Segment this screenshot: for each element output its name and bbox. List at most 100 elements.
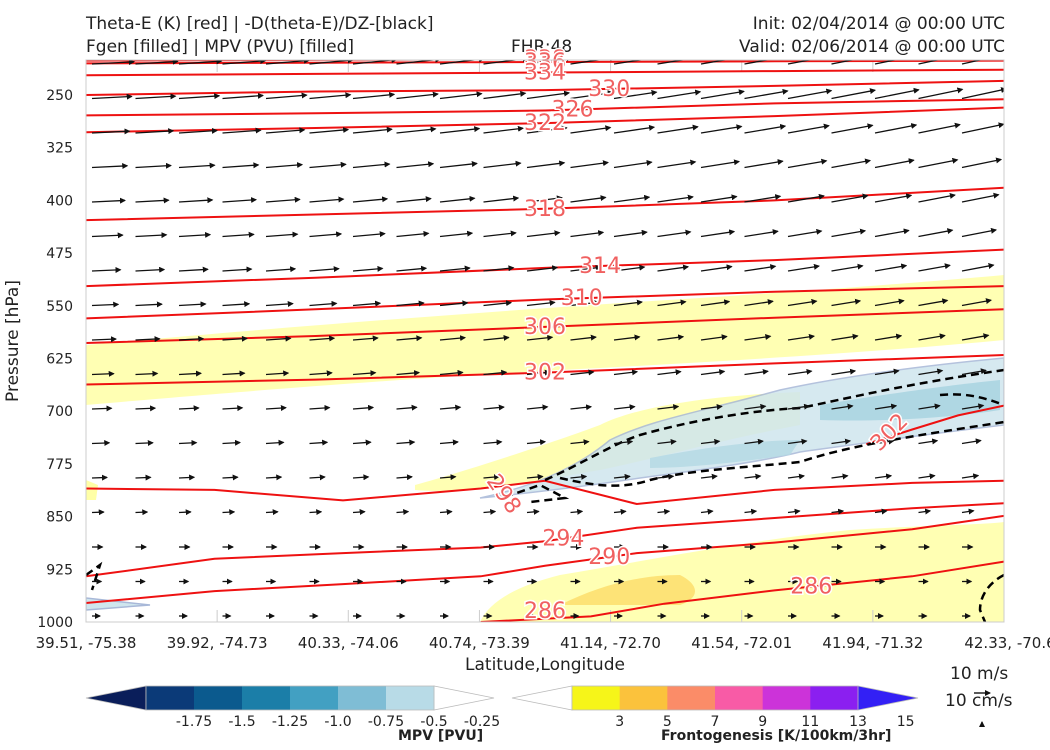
wind-vector	[918, 263, 951, 272]
wind-vector	[787, 473, 805, 480]
wind-vector	[135, 405, 157, 412]
colorbar-tick-label: -0.25	[464, 714, 500, 730]
wind-vector	[874, 158, 915, 169]
wind-vector	[787, 193, 825, 203]
theta-e-label: 310	[561, 286, 603, 311]
wind-vector	[570, 334, 597, 341]
wind-vector	[526, 60, 573, 65]
wind-vector	[831, 158, 872, 169]
wind-vector	[918, 333, 946, 341]
wind-vector	[613, 264, 646, 272]
wind-vector	[265, 405, 287, 412]
wind-vector	[135, 232, 168, 239]
theta-e-label: 286	[524, 599, 566, 624]
theta-e-label: 286	[790, 575, 832, 600]
dashed-contour-5	[86, 561, 103, 591]
wind-vector	[570, 404, 593, 411]
wind-vector	[831, 193, 869, 203]
wind-vector	[352, 404, 375, 411]
wind-vector	[439, 126, 481, 134]
wind-scale-arrows	[974, 690, 991, 727]
wind-vector	[178, 474, 196, 481]
wind-vector	[657, 299, 687, 307]
wind-vector	[135, 474, 152, 481]
wind-vector	[396, 439, 416, 446]
colorbar-tick-label: 11	[801, 714, 819, 730]
wind-vector	[787, 298, 818, 307]
theta-e-contour-302	[865, 404, 1004, 446]
wind-vector	[396, 509, 410, 515]
wind-vector	[439, 160, 478, 169]
wind-vector	[1006, 265, 1038, 271]
wind-vector	[874, 228, 910, 238]
wind-vector	[570, 369, 595, 376]
title-line-1: Theta-E (K) [red] | -D(theta-E)/DZ-[blac…	[86, 14, 434, 34]
wind-vector	[787, 60, 813, 65]
wind-vector	[700, 299, 731, 307]
y-axis-ticks: 250 325 400 475 550 625 700 775 850 925 1000	[37, 88, 73, 631]
wind-vector	[439, 91, 483, 100]
wind-vector	[222, 197, 258, 204]
dthetae-dz-contours	[86, 368, 1004, 622]
wind-vector	[700, 369, 726, 376]
colorbar-swatch	[242, 686, 291, 710]
wind-vector	[874, 87, 920, 100]
wind-vector	[526, 369, 551, 376]
wind-vector	[613, 404, 636, 411]
wind-vector	[91, 370, 115, 377]
wind-vector	[222, 266, 253, 273]
wind-vector	[309, 370, 333, 377]
wind-vector	[918, 403, 941, 410]
wind-vector	[570, 508, 584, 515]
y-tick-label: 550	[46, 299, 73, 315]
wind-vector	[874, 193, 913, 203]
wind-vector	[135, 336, 161, 343]
x-tick-label: 40.33, -74.06	[298, 634, 399, 652]
y-tick-label: 925	[46, 562, 73, 578]
colorbar-swatch	[194, 686, 243, 710]
wind-vector	[613, 299, 643, 307]
y-tick-label: 400	[46, 193, 73, 209]
y-tick-label: 775	[46, 457, 73, 473]
colorbar-swatch	[290, 686, 339, 710]
wind-vector	[570, 60, 617, 65]
colorbar-tick-label: -0.5	[420, 714, 447, 730]
wind-vector	[178, 335, 205, 342]
wind-vector	[1006, 440, 1025, 443]
wind-vector	[439, 230, 474, 238]
colorbar-end	[857, 685, 919, 711]
wind-vector	[961, 403, 985, 410]
wind-vector	[613, 194, 651, 203]
wind-vector	[1006, 194, 1043, 202]
wind-vector	[352, 300, 382, 307]
wind-vector	[265, 335, 292, 342]
theta-e-label: 306	[524, 315, 566, 340]
theta-e-contour-314	[86, 248, 1004, 288]
wind-vector	[483, 439, 503, 446]
wind-vector	[265, 162, 304, 169]
wind-vector	[396, 370, 421, 376]
colorbar-end	[85, 685, 147, 711]
wind-vector	[744, 299, 774, 307]
wind-vector	[570, 299, 600, 307]
wind-vector	[352, 335, 379, 342]
wind-vector	[657, 89, 702, 100]
theta-e-contour-290	[86, 514, 1004, 604]
valid-time: Valid: 02/06/2014 @ 00:00 UTC	[739, 37, 1005, 57]
theta-e-label: 302	[524, 361, 566, 386]
fgen-colorbar: 3 5 7 9 11 13 15	[511, 685, 919, 730]
wind-vector	[396, 91, 439, 100]
wind-vector	[874, 438, 895, 445]
plot-frame	[85, 59, 1005, 623]
y-tick-label: 250	[46, 88, 73, 104]
wind-vector	[91, 301, 120, 308]
wind-vector	[831, 123, 874, 134]
wind-vector	[178, 93, 221, 100]
wind-vector	[831, 298, 862, 307]
wind-vector	[570, 195, 607, 203]
wind-vector	[352, 196, 389, 203]
wind-vector	[744, 473, 762, 480]
wind-vector	[483, 300, 513, 307]
wind-vector	[352, 509, 366, 516]
